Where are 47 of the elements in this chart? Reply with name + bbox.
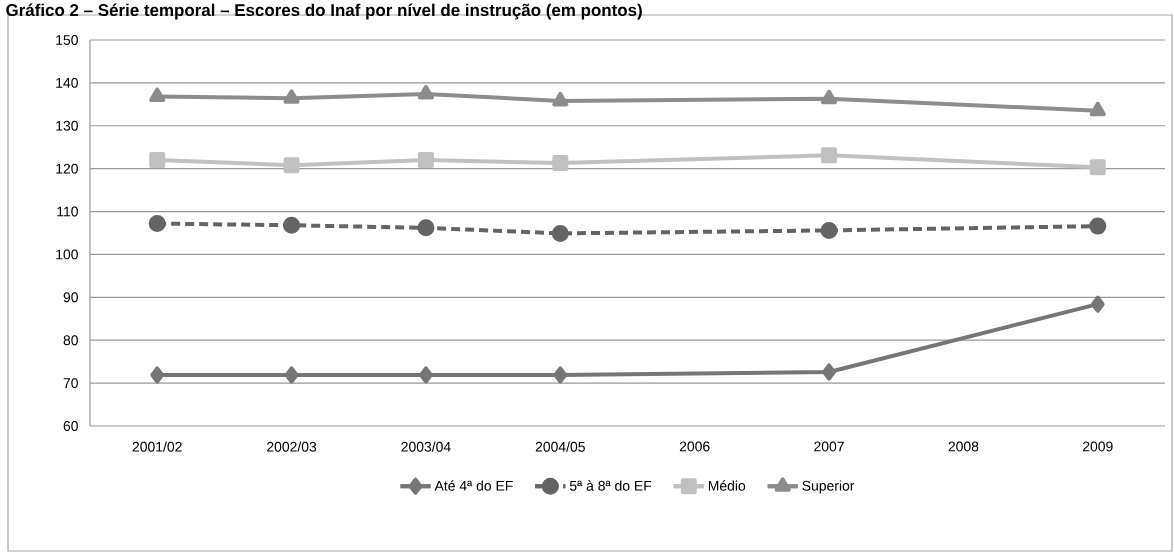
point (283, 157, 300, 174)
point (283, 89, 300, 104)
point (1089, 217, 1107, 235)
y-tick-label: 140 (56, 77, 78, 88)
x-tick-label: 2001/02 (132, 441, 182, 452)
point (419, 366, 433, 384)
point (820, 221, 838, 239)
point (1090, 295, 1105, 313)
point (553, 366, 568, 384)
y-tick-label: 90 (63, 292, 78, 303)
point (283, 216, 301, 234)
x-tick-label: 2008 (948, 441, 979, 452)
x-tick-label: 2009 (1082, 441, 1113, 452)
point (552, 155, 569, 172)
point (148, 215, 166, 233)
y-tick-label: 110 (57, 206, 78, 217)
y-tick-label: 60 (63, 421, 78, 431)
x-tick-label: 2002/03 (267, 441, 317, 452)
y-tick-label: 130 (56, 120, 78, 131)
point (820, 89, 838, 105)
point (821, 147, 838, 164)
point (822, 363, 836, 381)
point (150, 366, 165, 384)
legend-label: 5ª à 8ª do EF (569, 480, 652, 491)
point (417, 152, 434, 169)
chart-title: Gráfico 2 – Série temporal – Escores do Inaf por nível de instrução (em pontos) (6, 3, 642, 20)
point (552, 91, 569, 107)
y-tick-label: 80 (63, 335, 78, 346)
y-tick-label: 100 (56, 249, 78, 260)
x-tick-label: 2007 (814, 441, 844, 452)
point (149, 87, 166, 103)
x-tick-label: 2003/04 (401, 441, 451, 452)
x-tick-label: 2004/05 (535, 441, 585, 452)
y-tick-label: 70 (63, 378, 78, 389)
point (284, 366, 299, 384)
point (149, 152, 166, 169)
y-tick-label: 120 (56, 163, 78, 174)
point (417, 219, 435, 237)
point (417, 85, 434, 100)
y-tick-label: 150 (56, 35, 78, 45)
legend-label: Superior (802, 480, 855, 494)
point (1089, 159, 1106, 176)
legend-label: Até 4ª do EF (434, 480, 513, 491)
point (1089, 101, 1106, 117)
x-tick-label: 2006 (679, 441, 710, 452)
legend-label: Médio (708, 480, 746, 491)
point (551, 224, 569, 242)
